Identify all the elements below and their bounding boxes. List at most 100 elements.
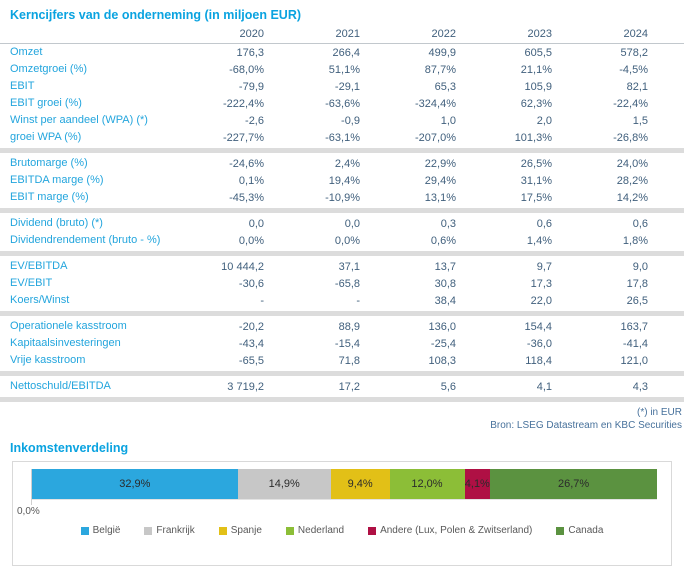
cell-value: -43,4 xyxy=(238,337,264,350)
cell-value: - xyxy=(260,294,264,307)
segment-value-label: 12,0% xyxy=(411,478,443,490)
cell-value: 17,5% xyxy=(520,191,552,204)
cell-value: -0,9 xyxy=(341,114,360,127)
bar-segment: 14,9% xyxy=(237,469,331,499)
cell-value: -22,4% xyxy=(613,97,648,110)
cell-value: 65,3 xyxy=(434,80,456,93)
cell-value: 1,0 xyxy=(440,114,456,127)
cell-value: 0,3 xyxy=(440,217,456,230)
cell-value: 3 719,2 xyxy=(227,380,264,393)
cell-value: 21,1% xyxy=(520,63,552,76)
segment-value-label: 14,9% xyxy=(268,478,300,490)
cell-value: -222,4% xyxy=(223,97,264,110)
cell-value: 0,0% xyxy=(334,234,360,247)
cell-value: 0,0 xyxy=(248,217,264,230)
cell-value: 38,4 xyxy=(434,294,456,307)
cell-value: 0,1% xyxy=(238,174,264,187)
cell-value: 4,3 xyxy=(632,380,648,393)
cell-value: -65,8 xyxy=(334,277,360,290)
cell-value: -207,0% xyxy=(415,131,456,144)
plot-area: 32,9% 14,9% 9,4% 12,0% 4,1% 26,7% xyxy=(31,469,657,505)
cell-value: 24,0% xyxy=(616,157,648,170)
legend-item: Nederland xyxy=(285,525,344,536)
cell-value: 2,4% xyxy=(334,157,360,170)
group-separator xyxy=(0,208,684,213)
table-row: Vrije kasstroom -65,5 71,8 108,3 118,4 121,0 xyxy=(0,352,684,369)
cell-value: 26,5 xyxy=(626,294,648,307)
row-label: Kapitaalsinvesteringen xyxy=(10,337,121,349)
cell-value: 578,2 xyxy=(620,46,648,59)
cell-value: 30,8 xyxy=(434,277,456,290)
cell-value: -36,0 xyxy=(526,337,552,350)
cell-value: 0,0% xyxy=(238,234,264,247)
legend-label: Andere (Lux, Polen & Zwitserland) xyxy=(380,525,533,536)
row-label: EBITDA marge (%) xyxy=(10,174,104,186)
row-label: Omzetgroei (%) xyxy=(10,63,88,75)
cell-value: 9,0 xyxy=(632,260,648,273)
table-row: EBITDA marge (%) 0,1% 19,4% 29,4% 31,1% 28,2% xyxy=(0,172,684,189)
legend-item: België xyxy=(80,525,120,536)
legend-marker-icon xyxy=(218,526,227,535)
cell-value: 121,0 xyxy=(620,354,648,367)
segment-value-label: 4,1% xyxy=(464,478,490,490)
bar-segment: 9,4% xyxy=(330,469,390,499)
year-column-header: 2021 xyxy=(335,28,360,40)
table-row: Brutomarge (%) -24,6% 2,4% 22,9% 26,5% 24,0% xyxy=(0,155,684,172)
cell-value: -45,3% xyxy=(229,191,264,204)
cell-value: 0,6 xyxy=(632,217,648,230)
cell-value: 5,6 xyxy=(440,380,456,393)
cell-value: -227,7% xyxy=(223,131,264,144)
group-separator xyxy=(0,371,684,376)
income-distribution-chart: 32,9% 14,9% 9,4% 12,0% 4,1% 26,7% 0,0% België… xyxy=(12,461,672,566)
cell-value: 17,8 xyxy=(626,277,648,290)
bar-segment: 32,9% xyxy=(32,469,238,499)
cell-value: -24,6% xyxy=(229,157,264,170)
legend-marker-icon xyxy=(368,526,377,535)
cell-value: 118,4 xyxy=(525,354,552,367)
table-header-row: 2020 2021 2022 2023 2024 xyxy=(0,28,684,44)
cell-value: -2,6 xyxy=(245,114,264,127)
cell-value: -10,9% xyxy=(325,191,360,204)
cell-value: 101,3% xyxy=(514,131,552,144)
stacked-bar: 32,9% 14,9% 9,4% 12,0% 4,1% 26,7% xyxy=(32,469,657,500)
row-label: Nettoschuld/EBITDA xyxy=(10,380,111,392)
cell-value: -25,4 xyxy=(430,337,456,350)
cell-value: 87,7% xyxy=(424,63,456,76)
row-label: Operationele kasstroom xyxy=(10,320,127,332)
row-label: groei WPA (%) xyxy=(10,131,82,143)
table-row: Operationele kasstroom -20,2 88,9 136,0 154,… xyxy=(0,318,684,335)
cell-value: 14,2% xyxy=(616,191,648,204)
cell-value: 605,5 xyxy=(524,46,552,59)
table-row: Winst per aandeel (WPA) (*) -2,6 -0,9 1,0 2,… xyxy=(0,112,684,129)
row-label: Dividendrendement (bruto - %) xyxy=(10,234,161,246)
cell-value: -63,6% xyxy=(325,97,360,110)
cell-value: 9,7 xyxy=(536,260,552,273)
legend-item: Canada xyxy=(556,525,603,536)
cell-value: 13,7 xyxy=(434,260,456,273)
group-separator xyxy=(0,251,684,256)
chart-title: Inkomstenverdeling xyxy=(10,441,129,455)
legend-item: Frankrijk xyxy=(144,525,195,536)
segment-value-label: 9,4% xyxy=(347,478,373,490)
cell-value: -41,4 xyxy=(622,337,648,350)
table-row: EV/EBIT -30,6 -65,8 30,8 17,3 17,8 xyxy=(0,275,684,292)
table-row: Omzetgroei (%) -68,0% 51,1% 87,7% 21,1% -4,5% xyxy=(0,61,684,78)
footnote-source: Bron: LSEG Datastream en KBC Securities xyxy=(490,420,682,431)
table-footnotes: (*) in EUR Bron: LSEG Datastream en KBC … xyxy=(0,404,684,432)
legend-label: Canada xyxy=(568,525,604,536)
table-title: Kerncijfers van de onderneming (in miljo… xyxy=(10,8,302,22)
cell-value: 22,0 xyxy=(530,294,552,307)
bar-segment: 4,1% xyxy=(464,469,491,499)
cell-value: -26,8% xyxy=(613,131,648,144)
table-row: EBIT groei (%) -222,4% -63,6% -324,4% 62,3% -… xyxy=(0,95,684,112)
year-column-header: 2024 xyxy=(623,28,648,40)
cell-value: -65,5 xyxy=(238,354,264,367)
cell-value: -20,2 xyxy=(238,320,264,333)
cell-value: 176,3 xyxy=(236,46,264,59)
cell-value: 71,8 xyxy=(338,354,360,367)
cell-value: 154,4 xyxy=(524,320,552,333)
cell-value: 29,4% xyxy=(424,174,456,187)
cell-value: 108,3 xyxy=(428,354,456,367)
group-separator xyxy=(0,148,684,153)
row-label: EBIT xyxy=(10,80,35,92)
